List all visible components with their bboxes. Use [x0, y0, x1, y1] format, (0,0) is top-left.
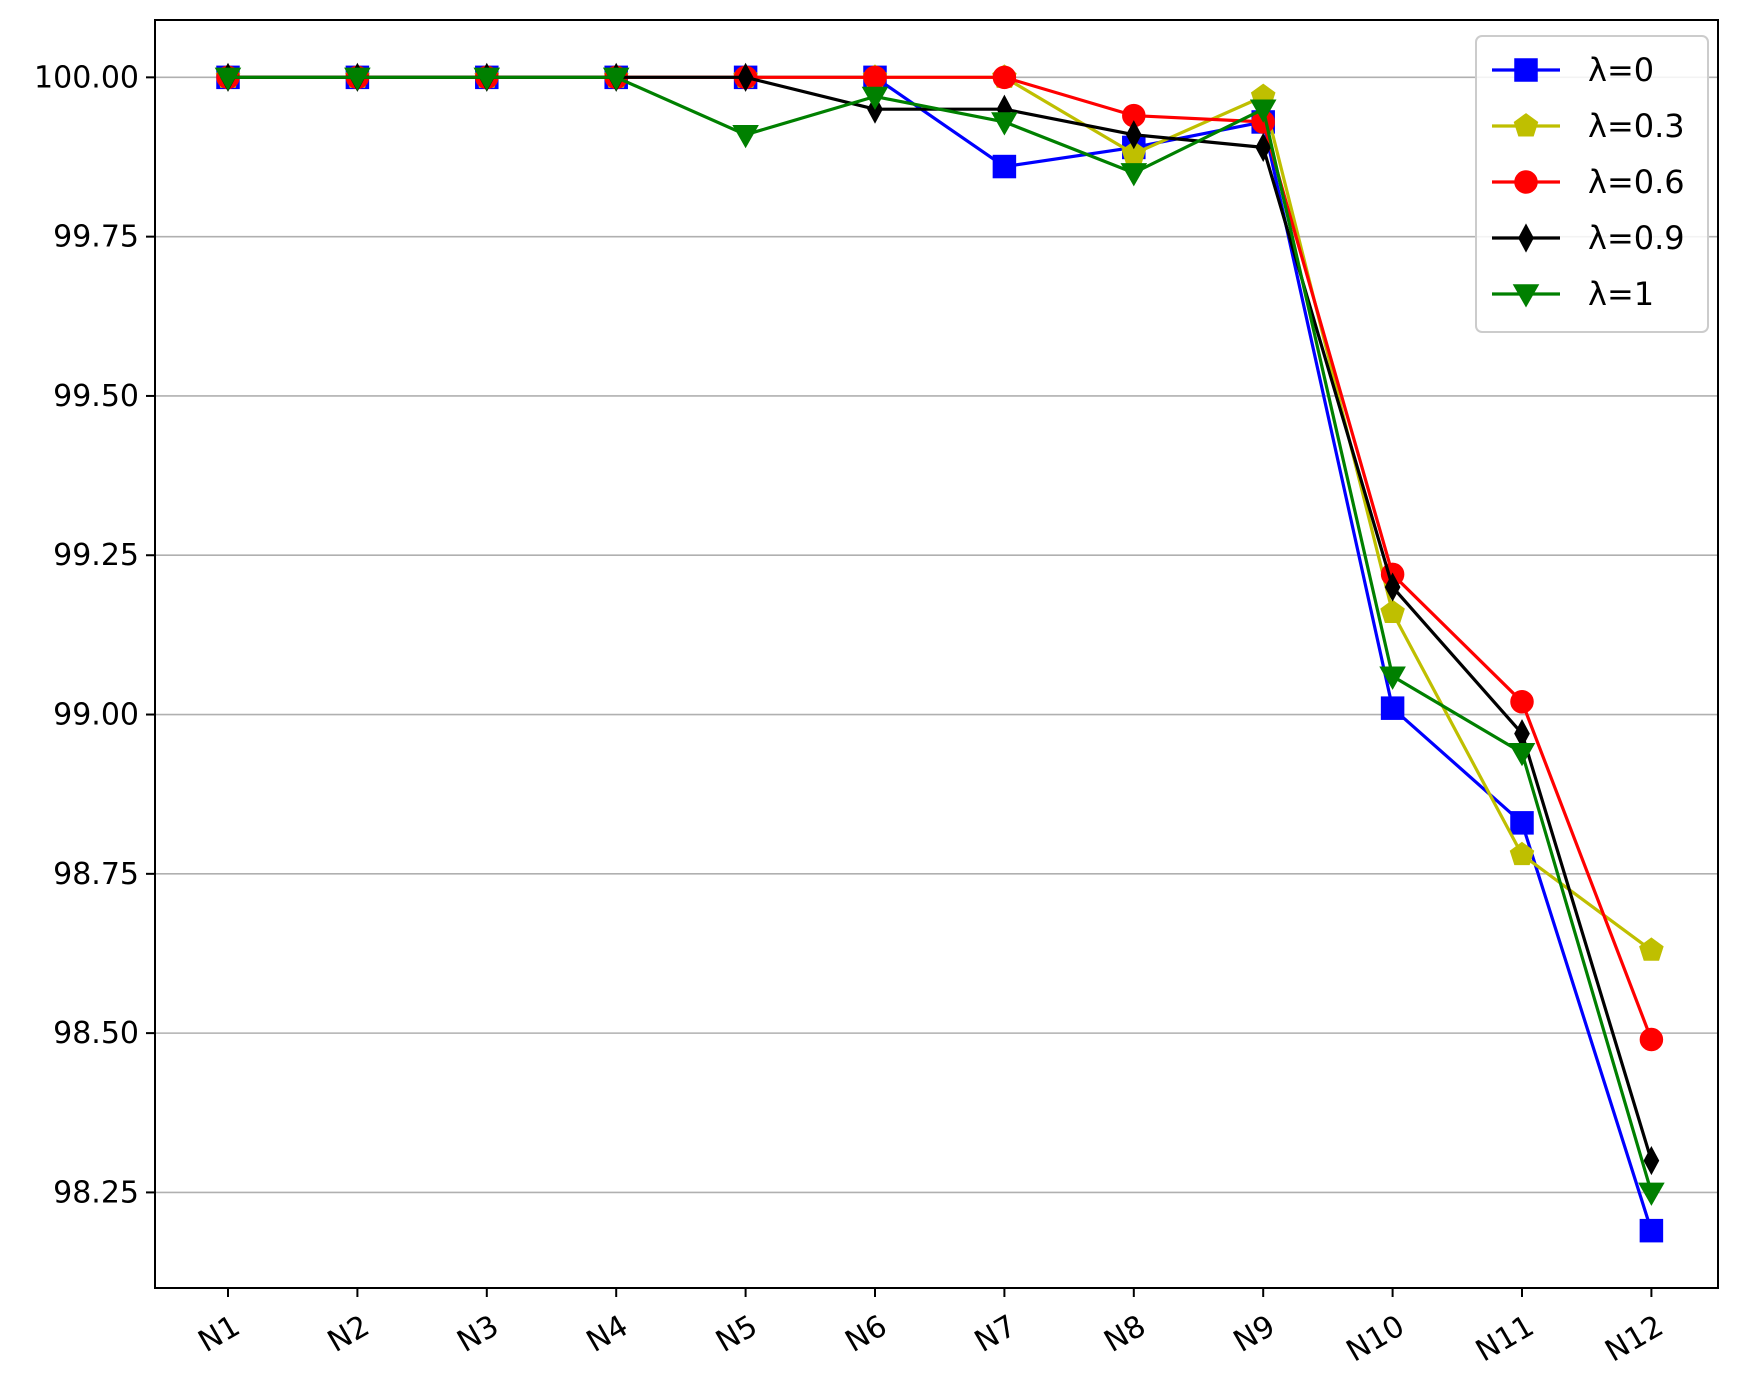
data-point	[1508, 743, 1536, 767]
data-point	[992, 154, 1017, 179]
data-point	[1509, 841, 1535, 866]
data-point	[1379, 666, 1406, 690]
data-point	[214, 67, 242, 91]
data-point	[1380, 599, 1405, 624]
data-point	[863, 65, 887, 90]
data-point	[1255, 132, 1272, 163]
y-tick-label: 99.75	[53, 220, 139, 255]
legend-marker	[1512, 284, 1540, 308]
data-point	[1639, 1218, 1664, 1243]
legend-marker	[1514, 170, 1538, 194]
legend-marker	[1518, 223, 1534, 253]
legend-marker	[1514, 58, 1538, 82]
legend-label: λ=0.6	[1588, 163, 1685, 201]
data-point	[992, 65, 1017, 90]
y-tick-label: 98.25	[53, 1175, 139, 1210]
series-4	[214, 67, 1665, 1206]
data-point	[1380, 696, 1405, 720]
y-tick-label: 98.75	[53, 857, 139, 892]
legend-marker	[1513, 113, 1539, 137]
legend-label: λ=0.3	[1588, 107, 1685, 145]
legend-item: λ=1	[1492, 275, 1654, 313]
legend-item: λ=0.3	[1492, 107, 1685, 145]
data-point	[1510, 811, 1534, 835]
y-tick-label: 99.25	[53, 538, 139, 573]
data-point	[861, 86, 889, 110]
legend-item: λ=0.9	[1492, 219, 1685, 257]
data-point	[1249, 99, 1277, 123]
data-point	[1384, 572, 1401, 602]
data-point	[1639, 1027, 1664, 1052]
legend-label: λ=1	[1588, 275, 1654, 313]
y-tick-label: 100.00	[34, 60, 139, 95]
y-tick-label: 98.50	[53, 1016, 139, 1051]
data-point	[1638, 1182, 1665, 1206]
legend-label: λ=0	[1588, 51, 1654, 89]
plot-frame	[154, 19, 1719, 1289]
data-point	[737, 62, 754, 92]
data-point	[1120, 163, 1148, 187]
data-point	[732, 124, 759, 149]
data-point	[602, 67, 630, 91]
data-point	[1639, 937, 1664, 961]
data-point	[1643, 1145, 1660, 1176]
series-line	[228, 75, 1653, 1193]
series-layer	[214, 62, 1665, 1243]
data-point	[1125, 120, 1142, 150]
y-tick-label: 99.50	[53, 379, 139, 414]
legend-item: λ=0	[1492, 51, 1654, 89]
legend-box	[1475, 35, 1709, 333]
data-point	[1510, 690, 1534, 714]
data-point	[344, 67, 371, 91]
y-tick-label: 99.00	[53, 698, 139, 733]
data-point	[473, 67, 501, 91]
legend-label: λ=0.9	[1588, 219, 1685, 257]
legend-item: λ=0.6	[1492, 163, 1685, 201]
data-point	[991, 112, 1018, 136]
legend: λ=0 λ=0.3 λ=0.6 λ=0.9 λ=1	[1475, 35, 1709, 333]
